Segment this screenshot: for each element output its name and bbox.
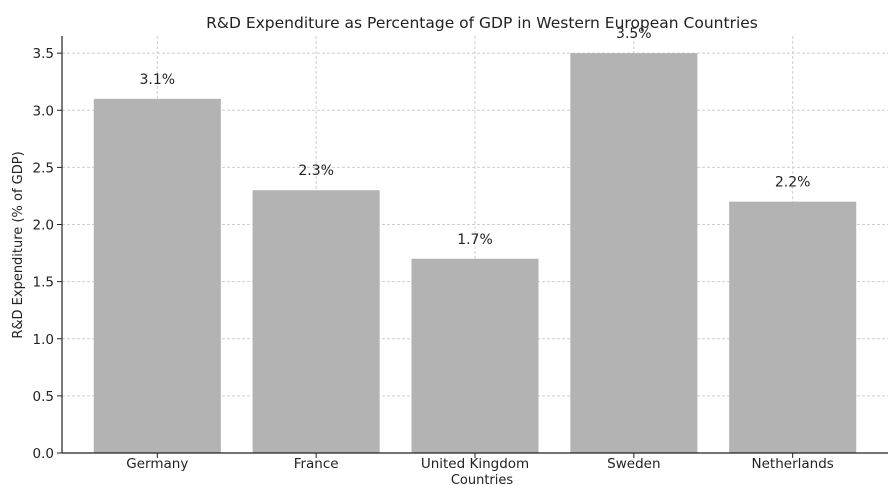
x-tick-label: France — [294, 456, 339, 472]
y-tick-label: 3.5 — [33, 46, 54, 62]
y-tick-label: 1.0 — [33, 332, 54, 348]
data-label: 2.3% — [298, 163, 334, 179]
x-tick-label: Germany — [126, 456, 188, 472]
y-tick-label: 3.0 — [33, 103, 54, 119]
bar-germany — [93, 98, 221, 453]
bars — [93, 53, 857, 453]
x-tick-label: Sweden — [607, 456, 660, 472]
y-tick-labels: 0.0 0.5 1.0 1.5 2.0 2.5 3.0 3.5 — [33, 46, 54, 462]
y-tick-label: 2.5 — [33, 160, 54, 176]
bar-netherlands — [729, 201, 857, 453]
data-label: 3.5% — [616, 26, 652, 42]
data-label: 2.2% — [775, 175, 811, 191]
bar-france — [252, 190, 380, 453]
chart-title: R&D Expenditure as Percentage of GDP in … — [206, 14, 758, 32]
y-tick-label: 2.0 — [33, 218, 54, 234]
x-tick-labels: Germany France United Kingdom Sweden Netherl… — [126, 456, 834, 472]
data-labels: 3.1% 2.3% 1.7% 3.5% 2.2% — [140, 26, 811, 248]
y-tick-label: 0.0 — [33, 446, 54, 462]
data-label: 3.1% — [140, 72, 176, 88]
bar-sweden — [570, 53, 698, 453]
data-label: 1.7% — [457, 232, 493, 248]
x-axis-label: Countries — [451, 473, 514, 485]
y-axis-label: R&D Expenditure (% of GDP) — [11, 151, 26, 338]
y-tick-label: 1.5 — [33, 275, 54, 291]
bar-united-kingdom — [411, 258, 539, 453]
x-tick-label: Netherlands — [752, 456, 834, 472]
x-tick-label: United Kingdom — [421, 456, 529, 472]
axes — [57, 36, 888, 458]
y-tick-label: 0.5 — [33, 389, 54, 405]
